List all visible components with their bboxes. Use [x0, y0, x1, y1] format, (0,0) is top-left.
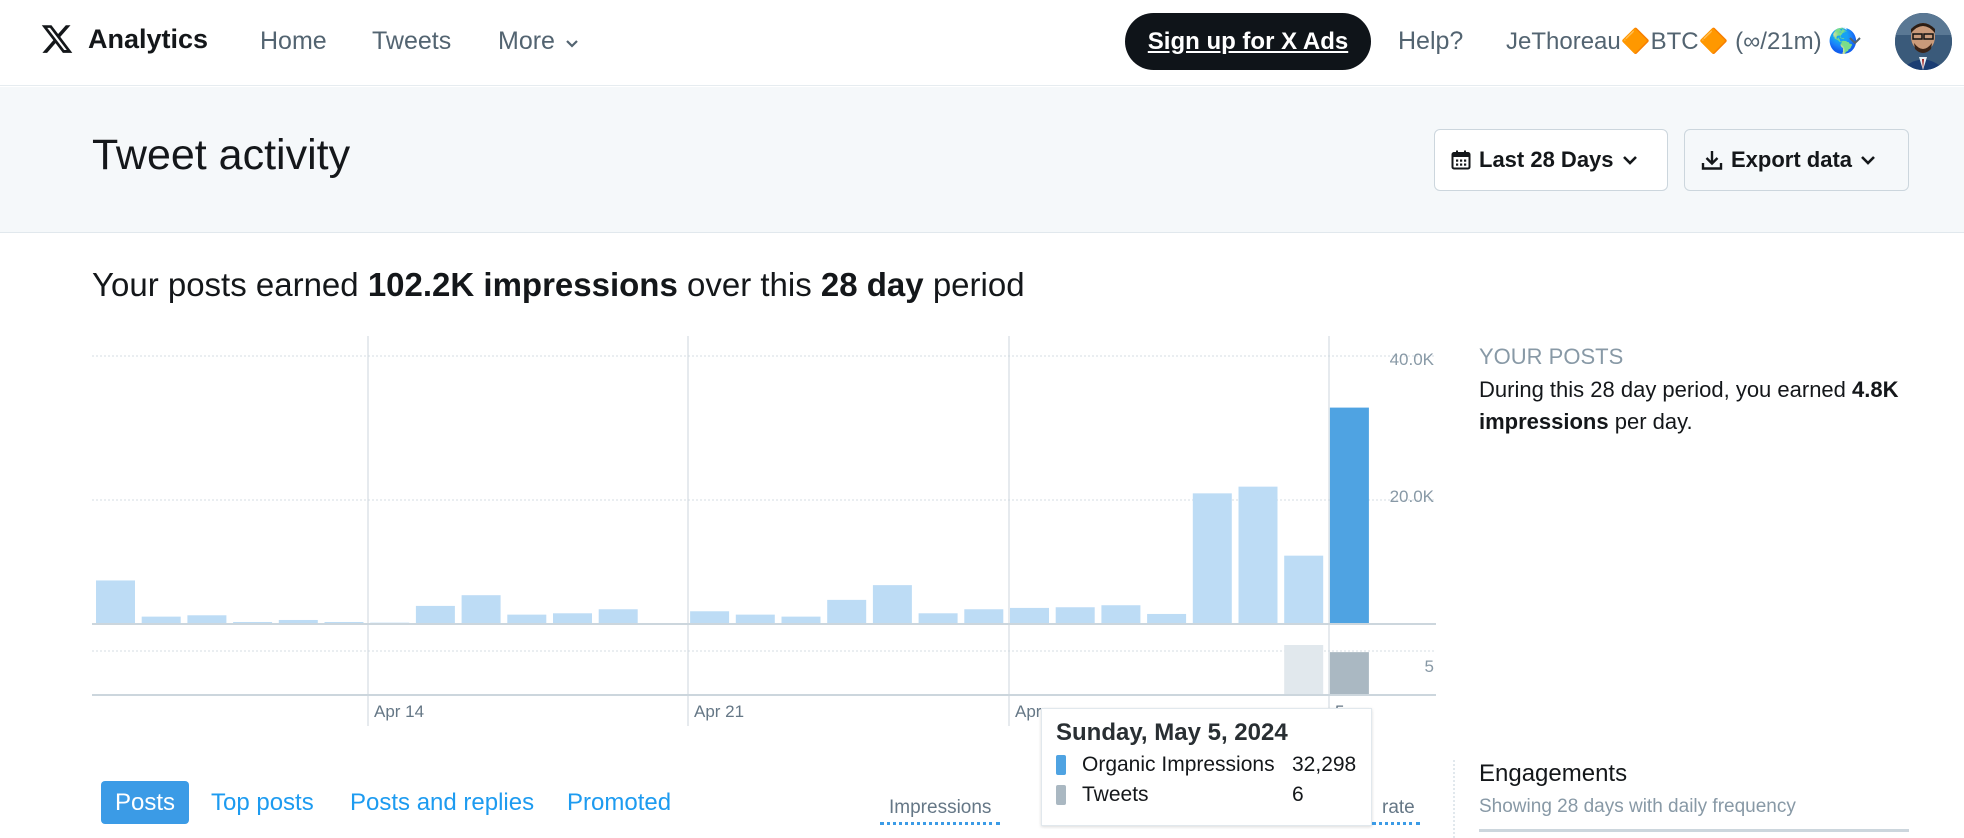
impressions-bar — [827, 599, 867, 624]
x-axis-tick-label: Apr 14 — [374, 702, 424, 721]
your-posts-text: During this 28 day period, you earned 4.… — [1479, 374, 1919, 438]
impressions-bar — [690, 611, 730, 624]
x-axis-tick-label: Apr 21 — [694, 702, 744, 721]
tooltip-row: Organic Impressions 32,298 — [1056, 753, 1357, 777]
engagement-rate-column-header[interactable]: rate — [1382, 797, 1415, 818]
calendar-icon — [1451, 150, 1471, 170]
impressions-column-underline — [880, 822, 1000, 825]
rate-column-underline — [1372, 822, 1420, 825]
impressions-bar — [1192, 493, 1232, 624]
engagements-title: Engagements — [1479, 760, 1628, 787]
tab-posts-and-replies[interactable]: Posts and replies — [350, 788, 535, 816]
engagements-subtitle: Showing 28 days with daily frequency — [1479, 796, 1796, 817]
impressions-bar — [187, 615, 227, 624]
avatar[interactable] — [1895, 13, 1952, 70]
impressions-bar — [918, 613, 958, 624]
chevron-down-icon — [1861, 156, 1875, 165]
y-axis-tick-label: 40.0K — [1390, 350, 1435, 369]
summary-middle: over this — [687, 266, 812, 303]
impressions-bar — [415, 605, 455, 624]
nav-more-label: More — [498, 27, 555, 55]
avatar-image — [1895, 13, 1952, 70]
download-icon — [1701, 151, 1723, 170]
page-header: Tweet activity Last 28 Days Export data — [0, 87, 1964, 233]
x-axis-tick-label: Apr — [1015, 702, 1042, 721]
tweets-axis-tick-label: 5 — [1425, 657, 1434, 676]
impressions-bar — [553, 613, 592, 624]
summary-suffix: period — [932, 266, 1025, 303]
tooltip-swatch — [1056, 755, 1066, 775]
your-posts-heading: YOUR POSTS — [1479, 344, 1624, 369]
your-posts-suffix: per day. — [1614, 409, 1693, 434]
top-navigation: Analytics Home Tweets More Sign up for X… — [0, 0, 1964, 86]
divider — [1453, 760, 1455, 838]
tab-posts[interactable]: Posts — [101, 781, 190, 824]
summary-period: 28 day — [820, 266, 924, 303]
impressions-bar — [461, 595, 501, 624]
tooltip-swatch — [1056, 785, 1066, 805]
tab-top-posts[interactable]: Top posts — [211, 788, 314, 816]
impressions-bar — [1329, 407, 1369, 624]
tooltip-series-value: 6 — [1292, 783, 1304, 806]
impressions-summary: Your posts earned 102.2K impressions ove… — [92, 266, 1025, 304]
your-posts-prefix: During this 28 day period, you earned — [1479, 377, 1846, 402]
chart-tooltip: Sunday, May 5, 2024 Organic Impressions … — [1041, 708, 1372, 826]
impressions-bar — [872, 585, 912, 624]
tweets-bar — [1284, 645, 1324, 695]
account-menu-label[interactable]: JeThoreau🔶BTC🔶 (∞/21m) 🌎 — [1506, 28, 1859, 55]
date-range-label: Last 28 Days — [1479, 147, 1614, 172]
page-title: Tweet activity — [92, 131, 351, 179]
impressions-bar — [1238, 486, 1278, 624]
date-range-button[interactable]: Last 28 Days — [1434, 129, 1668, 191]
impressions-bar — [1010, 607, 1049, 624]
nav-more-menu[interactable]: More — [498, 27, 579, 56]
your-posts-daily-impressions: 4.8K impressions — [1479, 377, 1899, 434]
tooltip-row: Tweets 6 — [1056, 783, 1357, 807]
tooltip-series-value: 32,298 — [1292, 753, 1357, 776]
impressions-bar — [1284, 555, 1324, 624]
export-data-button[interactable]: Export data — [1684, 129, 1909, 191]
help-link[interactable]: Help? — [1398, 27, 1464, 55]
impressions-column-header[interactable]: Impressions — [889, 797, 992, 818]
tab-promoted[interactable]: Promoted — [567, 788, 672, 816]
tooltip-series-name: Tweets — [1082, 783, 1149, 806]
chevron-down-icon — [566, 39, 578, 48]
impressions-bar — [598, 609, 638, 624]
tooltip-series-name: Organic Impressions — [1082, 753, 1275, 776]
sign-up-ads-button[interactable]: Sign up for X Ads — [1125, 13, 1371, 70]
impressions-bar — [781, 616, 821, 624]
tooltip-date: Sunday, May 5, 2024 — [1056, 719, 1288, 746]
impressions-bar — [278, 619, 318, 624]
impressions-bar — [964, 609, 1004, 624]
impressions-bar — [507, 614, 547, 624]
export-data-label: Export data — [1731, 147, 1853, 172]
impressions-bar — [233, 621, 273, 624]
brand-label: Analytics — [88, 23, 209, 54]
chevron-down-icon[interactable] — [1848, 36, 1862, 46]
engagements-chart-baseline — [1479, 829, 1909, 832]
nav-tweets-link[interactable]: Tweets — [372, 27, 452, 55]
nav-home-link[interactable]: Home — [260, 27, 327, 55]
impressions-bar — [1147, 613, 1187, 624]
summary-prefix: Your posts earned — [92, 266, 359, 303]
x-analytics-logo[interactable]: Analytics — [40, 22, 208, 56]
impressions-bar — [324, 621, 364, 624]
impressions-bar — [735, 614, 775, 624]
impressions-bar — [96, 580, 135, 624]
chevron-down-icon — [1622, 156, 1637, 165]
x-logo-icon — [41, 25, 73, 53]
impressions-bar — [1101, 605, 1141, 624]
impressions-bar — [141, 616, 181, 624]
summary-impressions: 102.2K impressions — [367, 266, 678, 303]
tweets-bar — [1329, 652, 1369, 695]
y-axis-tick-label: 20.0K — [1390, 487, 1435, 506]
impressions-bar — [1055, 607, 1095, 624]
